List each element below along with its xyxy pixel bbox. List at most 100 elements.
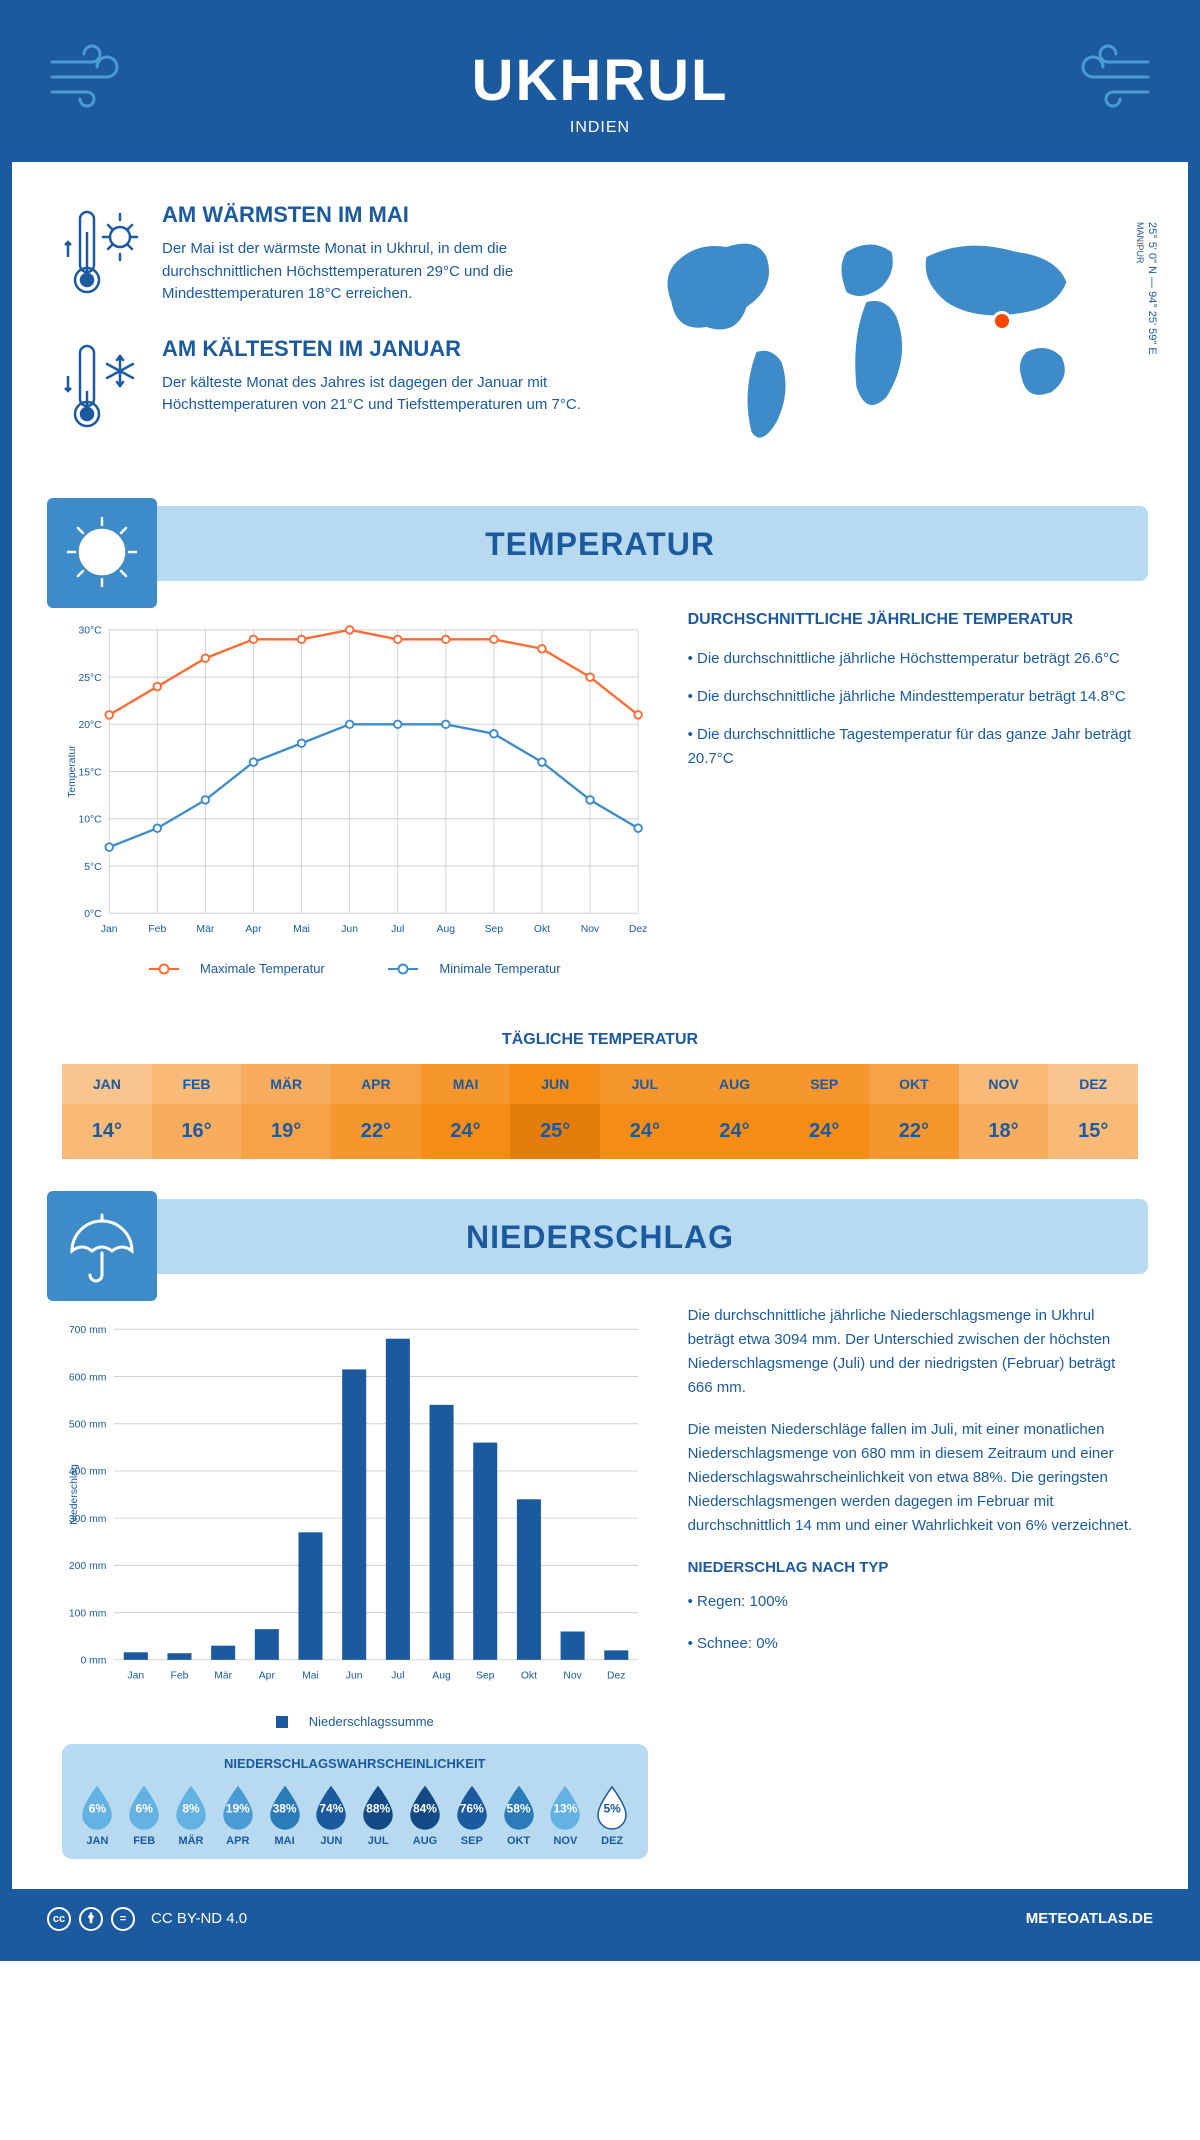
- umbrella-icon: [47, 1191, 157, 1301]
- sun-icon: [47, 498, 157, 608]
- svg-text:Jun: Jun: [346, 1670, 363, 1681]
- location-country: INDIEN: [12, 119, 1188, 137]
- page: UKHRUL INDIEN AM WÄRMSTEN IM MAI Der Mai…: [0, 0, 1200, 1961]
- svg-text:Aug: Aug: [432, 1670, 451, 1681]
- coldest-block: AM KÄLTESTEN IM JANUAR Der kälteste Mona…: [62, 336, 585, 436]
- location-marker: [992, 311, 1012, 331]
- prob-col: 6% FEB: [121, 1783, 168, 1847]
- temp-title: TEMPERATUR: [52, 526, 1148, 563]
- daily-col: MAI 24°: [421, 1064, 511, 1159]
- svg-text:Jan: Jan: [101, 924, 118, 935]
- svg-text:0 mm: 0 mm: [80, 1655, 106, 1666]
- prob-col: 13% NOV: [542, 1783, 589, 1847]
- precip-type-title: NIEDERSCHLAG NACH TYP: [688, 1556, 1138, 1580]
- prob-col: 8% MÄR: [168, 1783, 215, 1847]
- precip-body: 0 mm100 mm200 mm300 mm400 mm500 mm600 mm…: [12, 1274, 1188, 1889]
- wind-icon-right: [1063, 42, 1153, 126]
- prob-title: NIEDERSCHLAGSWAHRSCHEINLICHKEIT: [74, 1756, 636, 1771]
- svg-text:Sep: Sep: [485, 924, 504, 935]
- temp-stats-title: DURCHSCHNITTLICHE JÄHRLICHE TEMPERATUR: [688, 611, 1138, 629]
- svg-text:Sep: Sep: [476, 1670, 495, 1681]
- coldest-text: Der kälteste Monat des Jahres ist dagege…: [162, 372, 585, 417]
- daily-col: FEB 16°: [152, 1064, 242, 1159]
- svg-text:Mär: Mär: [196, 924, 214, 935]
- svg-text:Apr: Apr: [259, 1670, 276, 1681]
- prob-row: 6% JAN 6% FEB 8% MÄR 19% APR 38% MAI: [74, 1783, 636, 1847]
- daily-col: APR 22°: [331, 1064, 421, 1159]
- daily-col: NOV 18°: [959, 1064, 1049, 1159]
- prob-col: 58% OKT: [495, 1783, 542, 1847]
- svg-text:Niederschlag: Niederschlag: [69, 1464, 80, 1525]
- prob-col: 6% JAN: [74, 1783, 121, 1847]
- precip-p1: Die durchschnittliche jährliche Niedersc…: [688, 1304, 1138, 1400]
- precip-section-head: NIEDERSCHLAG: [52, 1199, 1148, 1274]
- precip-type-2: • Schnee: 0%: [688, 1632, 1138, 1656]
- intro-text-col: AM WÄRMSTEN IM MAI Der Mai ist der wärms…: [62, 202, 585, 466]
- svg-text:Jan: Jan: [127, 1670, 144, 1681]
- daily-temp-title: TÄGLICHE TEMPERATUR: [12, 1031, 1188, 1049]
- svg-text:100 mm: 100 mm: [69, 1608, 106, 1619]
- daily-col: JUL 24°: [600, 1064, 690, 1159]
- svg-text:600 mm: 600 mm: [69, 1372, 106, 1383]
- temp-stats: DURCHSCHNITTLICHE JÄHRLICHE TEMPERATUR •…: [688, 611, 1138, 976]
- svg-text:Mär: Mär: [214, 1670, 232, 1681]
- header: UKHRUL INDIEN: [12, 12, 1188, 162]
- warmest-text: Der Mai ist der wärmste Monat in Ukhrul,…: [162, 238, 585, 306]
- prob-col: 74% JUN: [308, 1783, 355, 1847]
- svg-text:0°C: 0°C: [84, 909, 102, 920]
- precip-prob-box: NIEDERSCHLAGSWAHRSCHEINLICHKEIT 6% JAN 6…: [62, 1744, 648, 1859]
- cc-icon: cc: [47, 1907, 71, 1931]
- world-map: [615, 202, 1138, 462]
- svg-text:Aug: Aug: [437, 924, 456, 935]
- temp-stat-3: • Die durchschnittliche Tagestemperatur …: [688, 723, 1138, 771]
- warmest-title: AM WÄRMSTEN IM MAI: [162, 202, 585, 228]
- svg-text:Nov: Nov: [563, 1670, 582, 1681]
- prob-col: 84% AUG: [402, 1783, 449, 1847]
- nd-icon: =: [111, 1907, 135, 1931]
- svg-text:Dez: Dez: [607, 1670, 625, 1681]
- svg-text:Dez: Dez: [629, 924, 647, 935]
- svg-text:15°C: 15°C: [78, 767, 102, 778]
- wind-icon-left: [47, 42, 137, 126]
- license: cc 🛉 = CC BY-ND 4.0: [47, 1907, 247, 1931]
- coldest-title: AM KÄLTESTEN IM JANUAR: [162, 336, 585, 362]
- warmest-block: AM WÄRMSTEN IM MAI Der Mai ist der wärms…: [62, 202, 585, 306]
- temp-chart: 0°C5°C10°C15°C20°C25°C30°CJanFebMärAprMa…: [62, 611, 648, 976]
- location-title: UKHRUL: [12, 47, 1188, 114]
- footer: cc 🛉 = CC BY-ND 4.0 METEOATLAS.DE: [12, 1889, 1188, 1949]
- daily-col: OKT 22°: [869, 1064, 959, 1159]
- svg-text:Feb: Feb: [148, 924, 166, 935]
- svg-text:Jun: Jun: [341, 924, 358, 935]
- daily-temp-table: JAN 14° FEB 16° MÄR 19° APR 22° MAI 24° …: [62, 1064, 1138, 1159]
- daily-col: JAN 14°: [62, 1064, 152, 1159]
- precip-type-1: • Regen: 100%: [688, 1590, 1138, 1614]
- precip-legend: Niederschlagssumme: [62, 1714, 648, 1729]
- by-icon: 🛉: [79, 1907, 103, 1931]
- precip-text-col: Die durchschnittliche jährliche Niedersc…: [688, 1304, 1138, 1859]
- svg-text:20°C: 20°C: [78, 720, 102, 731]
- svg-text:500 mm: 500 mm: [69, 1419, 106, 1430]
- svg-text:Mai: Mai: [302, 1670, 319, 1681]
- precip-p2: Die meisten Niederschläge fallen im Juli…: [688, 1418, 1138, 1538]
- thermometer-hot-icon: [62, 202, 142, 302]
- svg-text:5°C: 5°C: [84, 861, 102, 872]
- daily-col: JUN 25°: [510, 1064, 600, 1159]
- svg-text:30°C: 30°C: [78, 625, 102, 636]
- prob-col: 76% SEP: [448, 1783, 495, 1847]
- temp-body: 0°C5°C10°C15°C20°C25°C30°CJanFebMärAprMa…: [12, 581, 1188, 1006]
- precip-chart-col: 0 mm100 mm200 mm300 mm400 mm500 mm600 mm…: [62, 1304, 648, 1859]
- temp-section-head: TEMPERATUR: [52, 506, 1148, 581]
- map-col: 25° 5' 0" N — 94° 25' 59" EMANIPUR: [615, 202, 1138, 466]
- svg-text:Feb: Feb: [171, 1670, 189, 1681]
- svg-text:Apr: Apr: [245, 924, 262, 935]
- temp-stat-2: • Die durchschnittliche jährliche Mindes…: [688, 685, 1138, 709]
- precip-title: NIEDERSCHLAG: [52, 1219, 1148, 1256]
- daily-col: DEZ 15°: [1048, 1064, 1138, 1159]
- svg-text:700 mm: 700 mm: [69, 1325, 106, 1336]
- daily-col: AUG 24°: [690, 1064, 780, 1159]
- prob-col: 88% JUL: [355, 1783, 402, 1847]
- site-name: METEOATLAS.DE: [1026, 1910, 1153, 1927]
- svg-text:200 mm: 200 mm: [69, 1561, 106, 1572]
- svg-text:Nov: Nov: [581, 924, 600, 935]
- svg-text:Jul: Jul: [391, 1670, 404, 1681]
